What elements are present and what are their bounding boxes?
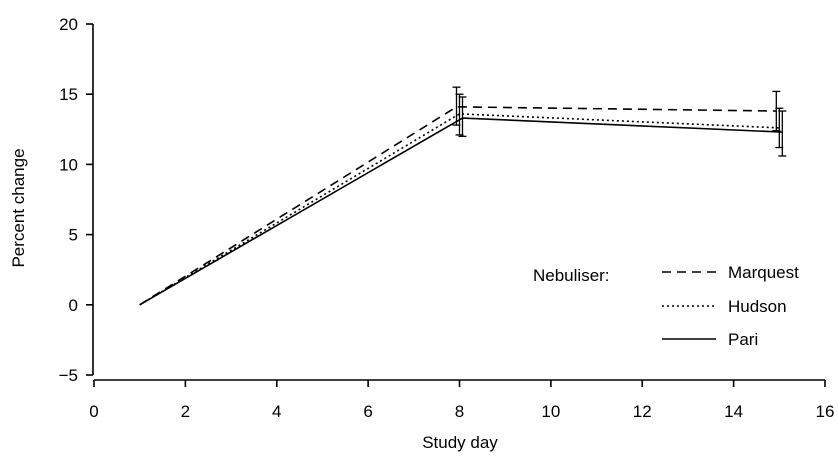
x-tick-label: 14 (724, 402, 743, 421)
series-marquest (139, 86, 781, 306)
x-tick-label: 10 (541, 402, 560, 421)
y-tick-label: 5 (69, 226, 78, 245)
series-pari (139, 96, 787, 306)
y-tick-label: 20 (59, 15, 78, 34)
series-line-pari (139, 117, 783, 306)
x-axis-ticks: 0 2 4 6 8 10 12 14 16 (89, 380, 834, 421)
x-axis-title: Study day (422, 433, 498, 452)
error-bar (778, 110, 787, 157)
y-tick-label: 0 (69, 296, 78, 315)
legend: Nebuliser: Marquest Hudson Pari (533, 263, 799, 349)
x-tick-label: 6 (363, 402, 372, 421)
x-tick-label: 8 (455, 402, 464, 421)
series-line-hudson (139, 113, 780, 306)
y-tick-label: −5 (59, 366, 78, 385)
series-layer (139, 86, 787, 306)
error-bar (458, 96, 467, 137)
x-tick-label: 2 (181, 402, 190, 421)
x-tick-label: 12 (633, 402, 652, 421)
legend-label-pari: Pari (728, 330, 758, 349)
legend-title: Nebuliser: (533, 266, 610, 285)
y-axis-title: Percent change (9, 148, 28, 267)
x-tick-label: 0 (89, 402, 98, 421)
y-tick-label: 15 (59, 85, 78, 104)
series-line-marquest (139, 106, 777, 306)
x-tick-label: 4 (272, 402, 281, 421)
y-tick-label: 10 (59, 155, 78, 174)
legend-label-hudson: Hudson (728, 297, 787, 316)
x-tick-label: 16 (816, 402, 835, 421)
series-hudson (139, 93, 784, 306)
axes (92, 24, 825, 381)
y-axis-ticks: −5 0 5 10 15 20 (59, 15, 93, 385)
legend-label-marquest: Marquest (728, 263, 799, 282)
